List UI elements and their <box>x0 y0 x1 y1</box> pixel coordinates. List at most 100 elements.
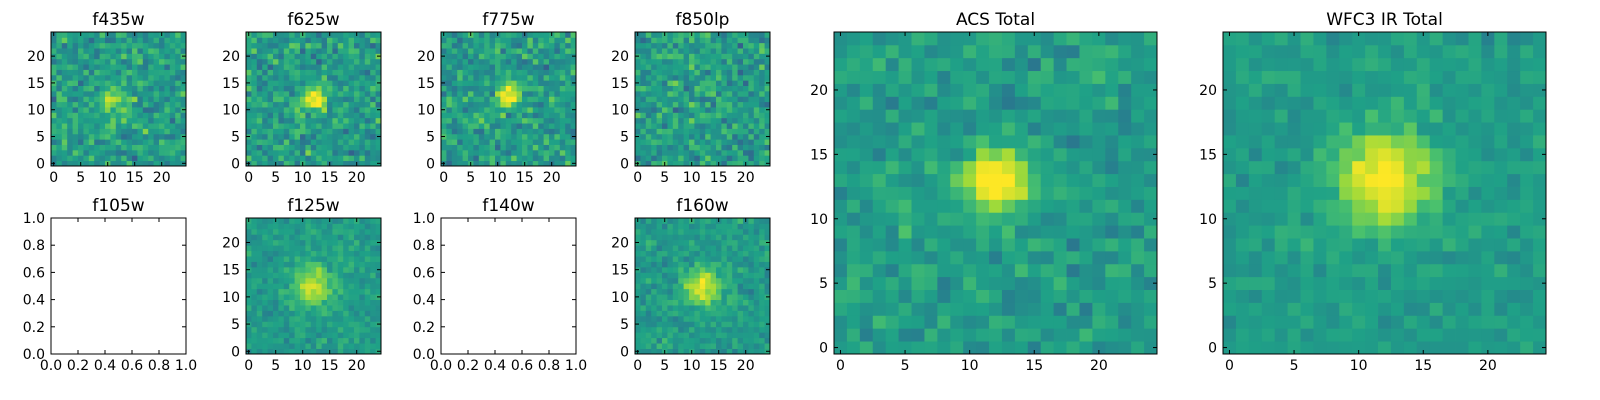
heatmap-cell <box>689 96 695 103</box>
heatmap-cell <box>246 305 252 311</box>
heatmap-cell <box>505 69 512 76</box>
heatmap-cell <box>473 117 480 124</box>
heatmap-cell <box>99 128 106 135</box>
heatmap-cell <box>370 64 376 70</box>
heatmap-cell <box>1118 147 1132 162</box>
heatmap-cell <box>516 112 523 119</box>
heatmap-cell <box>1027 302 1042 316</box>
heatmap-cell <box>316 96 322 103</box>
heatmap-cell <box>667 37 674 44</box>
panel-title: f125w <box>287 196 339 216</box>
heatmap-cell <box>737 160 744 167</box>
y-tick-label: 5 <box>231 130 240 146</box>
heatmap-cell <box>121 139 127 145</box>
heatmap-cell <box>1131 238 1145 252</box>
heatmap-cell <box>694 261 701 268</box>
heatmap-cell <box>348 310 355 317</box>
heatmap-cell <box>1118 289 1132 303</box>
heatmap-cell <box>764 305 771 311</box>
heatmap-cell <box>273 343 279 349</box>
heatmap-cell <box>246 245 252 252</box>
heatmap-cell <box>348 332 355 339</box>
heatmap-cell <box>759 321 765 328</box>
heatmap-cell <box>316 245 322 252</box>
heatmap-cell <box>710 85 717 92</box>
heatmap-cell <box>462 96 469 103</box>
heatmap-cell <box>468 74 474 81</box>
heatmap-cell <box>332 239 339 246</box>
heatmap-cell <box>473 80 480 86</box>
heatmap-cell <box>662 149 668 156</box>
heatmap-cell <box>262 332 268 339</box>
heatmap-cell <box>468 96 474 103</box>
heatmap-cell <box>710 69 717 76</box>
heatmap-cell <box>1390 302 1405 316</box>
heatmap-cell <box>554 32 561 38</box>
heatmap-cell <box>1040 32 1055 46</box>
heatmap-cell <box>549 42 555 49</box>
heatmap-cell <box>348 228 355 235</box>
heatmap-cell <box>310 101 317 108</box>
heatmap-cell <box>67 117 73 124</box>
heatmap-cell <box>337 155 344 162</box>
heatmap-cell <box>451 48 458 54</box>
heatmap-cell <box>289 315 295 322</box>
heatmap-cell <box>343 321 349 328</box>
heatmap-cell <box>343 256 349 262</box>
heatmap-cell <box>175 90 181 97</box>
heatmap-cell <box>764 85 771 92</box>
heatmap-cell <box>732 277 738 284</box>
heatmap-cell <box>1092 173 1106 187</box>
heatmap-cell <box>370 53 376 60</box>
heatmap-cell <box>110 101 117 108</box>
heatmap-cell <box>273 64 279 70</box>
heatmap-cell <box>716 149 722 156</box>
heatmap-cell <box>635 101 641 108</box>
heatmap-cell <box>846 276 861 290</box>
heatmap-cell <box>300 256 306 262</box>
heatmap-cell <box>753 64 760 70</box>
heatmap-cell <box>1118 186 1132 200</box>
heatmap-cell <box>759 223 765 230</box>
heatmap-cell <box>678 64 684 70</box>
heatmap-cell <box>121 101 127 108</box>
heatmap-cell <box>283 53 290 60</box>
heatmap-cell <box>885 70 899 84</box>
heatmap-cell <box>495 101 501 108</box>
heatmap-cell <box>251 144 258 151</box>
heatmap-cell <box>126 74 133 81</box>
heatmap-cell <box>565 37 571 44</box>
heatmap-cell <box>549 74 555 81</box>
heatmap-cell <box>721 80 728 86</box>
heatmap-cell <box>570 85 577 92</box>
heatmap-cell <box>732 37 738 44</box>
heatmap-cell <box>294 42 301 49</box>
heatmap-cell <box>694 294 701 300</box>
heatmap-cell <box>748 288 755 295</box>
heatmap-cell <box>294 294 301 300</box>
heatmap-cell <box>667 160 674 167</box>
heatmap-cell <box>267 228 274 235</box>
heatmap-cell <box>332 218 339 224</box>
heatmap-cell <box>364 223 371 230</box>
heatmap-cell <box>1092 199 1106 213</box>
heatmap-cell <box>359 294 366 300</box>
heatmap-cell <box>359 326 366 333</box>
heatmap-cell <box>710 305 717 311</box>
heatmap-cell <box>683 332 690 339</box>
heatmap-cell <box>834 135 848 149</box>
heatmap-cell <box>635 139 641 145</box>
heatmap-cell <box>1378 199 1392 213</box>
heatmap-cell <box>699 343 706 349</box>
heatmap-cell <box>1092 263 1106 278</box>
heatmap-cell <box>846 70 861 84</box>
heatmap-cell <box>559 96 566 103</box>
heatmap-cell <box>963 70 977 84</box>
heatmap-cell <box>256 133 263 140</box>
heatmap-cell <box>343 139 349 145</box>
heatmap-cell <box>710 112 717 119</box>
heatmap-cell <box>359 42 366 49</box>
heatmap-cell <box>924 160 938 175</box>
heatmap-cell <box>251 85 258 92</box>
heatmap-cell <box>256 101 263 108</box>
